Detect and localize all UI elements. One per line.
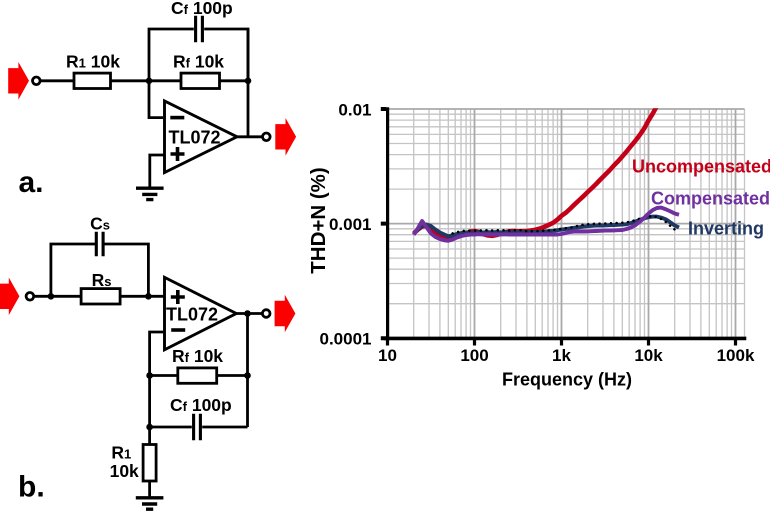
svg-text:Rs: Rs — [92, 270, 112, 290]
svg-text:TL072: TL072 — [166, 305, 218, 325]
svg-text:0.001: 0.001 — [329, 215, 372, 234]
svg-text:Inverting: Inverting — [688, 218, 764, 238]
svg-text:Compensated: Compensated — [651, 188, 770, 208]
svg-text:b.: b. — [18, 471, 45, 504]
svg-text:10: 10 — [378, 346, 397, 365]
svg-text:a.: a. — [19, 166, 44, 199]
svg-text:TL072: TL072 — [168, 127, 220, 147]
svg-text:100: 100 — [460, 346, 488, 365]
svg-text:R1 10k: R1 10k — [66, 52, 120, 72]
svg-text:0.01: 0.01 — [338, 100, 371, 119]
svg-text:THD+N (%): THD+N (%) — [307, 167, 330, 273]
svg-text:Uncompensated: Uncompensated — [632, 156, 770, 176]
svg-text:Cf 100p: Cf 100p — [170, 395, 232, 415]
svg-text:1k: 1k — [552, 346, 571, 365]
svg-text:0.0001: 0.0001 — [320, 329, 372, 348]
svg-text:Frequency (Hz): Frequency (Hz) — [502, 370, 632, 390]
svg-text:Cs: Cs — [90, 214, 110, 234]
svg-text:R1: R1 — [111, 443, 131, 463]
svg-text:Cf 100p: Cf 100p — [171, 0, 233, 18]
svg-text:100k: 100k — [717, 346, 755, 365]
svg-text:Rf 10k: Rf 10k — [172, 346, 223, 366]
svg-text:10k: 10k — [110, 461, 139, 481]
svg-text:Rf 10k: Rf 10k — [173, 52, 224, 72]
svg-text:10k: 10k — [634, 346, 663, 365]
